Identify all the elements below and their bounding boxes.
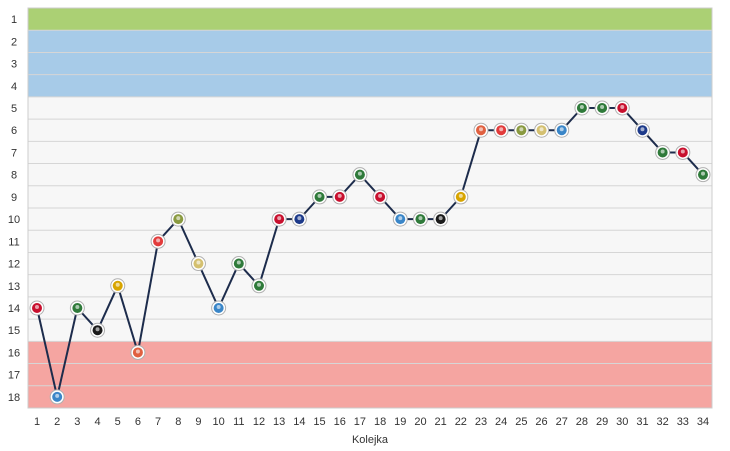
data-point [433, 211, 449, 227]
x-tick-label: 20 [414, 416, 426, 428]
y-tick-label: 18 [8, 392, 20, 404]
grid-lines [27, 7, 713, 409]
data-point [49, 389, 65, 405]
data-point [695, 167, 711, 183]
x-tick-label: 26 [535, 416, 547, 428]
data-point [594, 100, 610, 116]
zone-band [28, 96, 712, 342]
data-point [352, 167, 368, 183]
x-tick-label: 9 [195, 416, 201, 428]
x-tick-label: 17 [354, 416, 366, 428]
y-tick-label: 14 [8, 303, 20, 315]
plot-frame [27, 7, 713, 409]
data-point [190, 256, 206, 272]
data-point [534, 122, 550, 138]
x-tick-label: 31 [636, 416, 648, 428]
x-tick-label: 29 [596, 416, 608, 428]
x-tick-label: 18 [374, 416, 386, 428]
x-tick-label: 13 [273, 416, 285, 428]
x-tick-label: 24 [495, 416, 507, 428]
y-tick-label: 11 [8, 236, 19, 248]
x-tick-label: 23 [475, 416, 487, 428]
y-tick-label: 13 [8, 281, 20, 293]
x-tick-label: 10 [213, 416, 225, 428]
data-point [332, 189, 348, 205]
data-point [392, 211, 408, 227]
data-point [130, 344, 146, 360]
data-point [493, 122, 509, 138]
y-tick-label: 8 [11, 170, 17, 182]
x-tick-label: 12 [253, 416, 265, 428]
x-tick-label: 11 [233, 416, 244, 428]
data-point [675, 144, 691, 160]
data-point [574, 100, 590, 116]
x-tick-label: 5 [115, 416, 121, 428]
data-point [291, 211, 307, 227]
data-point [312, 189, 328, 205]
x-tick-label: 25 [515, 416, 527, 428]
x-tick-label: 22 [455, 416, 467, 428]
x-tick-label: 30 [616, 416, 628, 428]
data-point [69, 300, 85, 316]
data-point [231, 256, 247, 272]
data-point [473, 122, 489, 138]
x-tick-label: 4 [94, 416, 100, 428]
x-tick-label: 14 [293, 416, 305, 428]
x-axis-title: Kolejka [352, 434, 389, 446]
x-tick-label: 3 [74, 416, 80, 428]
x-tick-label: 28 [576, 416, 588, 428]
x-tick-label: 33 [677, 416, 689, 428]
data-point [372, 189, 388, 205]
data-point [412, 211, 428, 227]
y-tick-label: 15 [8, 325, 20, 337]
data-point [554, 122, 570, 138]
x-tick-label: 21 [435, 416, 447, 428]
x-tick-label: 19 [394, 416, 406, 428]
y-tick-label: 9 [11, 192, 17, 204]
y-tick-label: 6 [11, 125, 17, 137]
y-tick-label: 2 [11, 36, 17, 48]
y-tick-label: 10 [8, 214, 20, 226]
data-point [271, 211, 287, 227]
x-tick-label: 2 [54, 416, 60, 428]
data-point [513, 122, 529, 138]
data-point [29, 300, 45, 316]
data-point [90, 322, 106, 338]
y-tick-label: 3 [11, 59, 17, 71]
x-tick-label: 34 [697, 416, 709, 428]
y-tick-label: 4 [11, 81, 17, 93]
series-line [36, 107, 704, 398]
zone-bands [28, 8, 712, 408]
y-tick-label: 7 [11, 147, 17, 159]
x-tick-label: 8 [175, 416, 181, 428]
y-tick-label: 17 [8, 370, 20, 382]
y-tick-label: 5 [11, 103, 17, 115]
y-tick-label: 12 [8, 259, 20, 271]
data-point [211, 300, 227, 316]
position-series [29, 100, 711, 405]
data-point [251, 278, 267, 294]
x-tick-label: 27 [556, 416, 568, 428]
y-tick-label: 1 [11, 14, 17, 26]
x-tick-label: 16 [334, 416, 346, 428]
x-tick-label: 32 [657, 416, 669, 428]
x-tick-label: 6 [135, 416, 141, 428]
zone-band [28, 8, 712, 31]
x-tick-label: 7 [155, 416, 161, 428]
data-point [453, 189, 469, 205]
zone-band [28, 30, 712, 97]
y-tick-label: 16 [8, 347, 20, 359]
data-point [655, 144, 671, 160]
x-tick-label: 15 [313, 416, 325, 428]
data-point [614, 100, 630, 116]
data-point [110, 278, 126, 294]
x-tick-label: 1 [34, 416, 40, 428]
data-point [170, 211, 186, 227]
data-point [634, 122, 650, 138]
data-point [150, 233, 166, 249]
x-axis: 1 2 3 4 5 6 7 8 9 10 11 12 13 14 15 16 17 18 19 20 21 22 23 24 2… [34, 416, 709, 428]
